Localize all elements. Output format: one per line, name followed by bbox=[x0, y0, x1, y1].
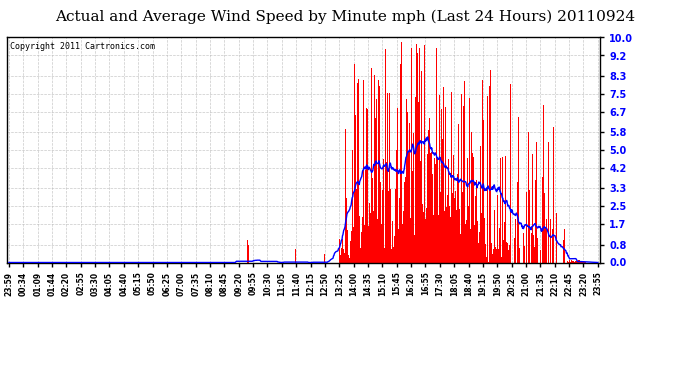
Text: Actual and Average Wind Speed by Minute mph (Last 24 Hours) 20110924: Actual and Average Wind Speed by Minute … bbox=[55, 9, 635, 24]
Text: Copyright 2011 Cartronics.com: Copyright 2011 Cartronics.com bbox=[10, 42, 155, 51]
